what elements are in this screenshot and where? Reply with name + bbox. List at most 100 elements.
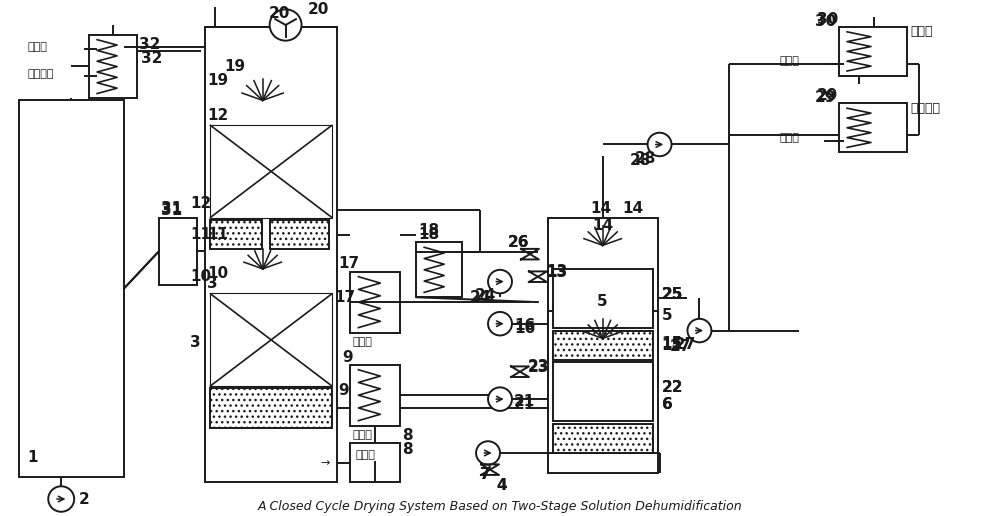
Text: 22: 22 bbox=[662, 380, 683, 395]
Text: 3: 3 bbox=[207, 276, 217, 291]
Text: 23: 23 bbox=[528, 360, 549, 375]
Text: 15: 15 bbox=[662, 336, 683, 351]
Text: 28: 28 bbox=[630, 153, 651, 168]
Text: 18: 18 bbox=[418, 227, 439, 242]
Bar bbox=[553, 269, 653, 328]
Text: 29: 29 bbox=[815, 90, 836, 105]
Bar bbox=[19, 101, 124, 477]
Text: 21: 21 bbox=[514, 396, 535, 412]
Bar bbox=[548, 311, 658, 473]
Circle shape bbox=[270, 9, 302, 41]
Bar bbox=[89, 35, 137, 99]
Text: 12: 12 bbox=[207, 107, 228, 123]
Text: 14: 14 bbox=[623, 201, 644, 216]
Circle shape bbox=[488, 388, 512, 411]
Text: 5: 5 bbox=[597, 294, 607, 309]
Bar bbox=[839, 27, 907, 76]
Bar bbox=[350, 365, 400, 426]
Text: 冷却水: 冷却水 bbox=[352, 430, 372, 440]
Text: A Closed Cycle Drying System Based on Two-Stage Solution Dehumidification: A Closed Cycle Drying System Based on Tw… bbox=[258, 501, 742, 513]
Text: 26: 26 bbox=[508, 235, 529, 250]
Bar bbox=[210, 125, 332, 218]
Bar bbox=[350, 443, 400, 482]
Bar bbox=[839, 103, 907, 152]
Text: 11: 11 bbox=[190, 227, 211, 242]
Text: 14: 14 bbox=[593, 218, 614, 233]
Text: 16: 16 bbox=[514, 318, 535, 333]
Text: 31: 31 bbox=[161, 201, 182, 216]
Text: 24: 24 bbox=[470, 290, 491, 305]
Bar bbox=[210, 293, 332, 386]
Bar bbox=[210, 389, 332, 428]
Text: 17: 17 bbox=[334, 290, 356, 305]
Text: 1: 1 bbox=[27, 450, 38, 465]
Text: 12: 12 bbox=[190, 196, 211, 211]
Text: 5: 5 bbox=[662, 309, 672, 324]
Text: 22: 22 bbox=[662, 380, 683, 395]
Text: 2: 2 bbox=[79, 492, 90, 507]
Text: 25: 25 bbox=[662, 287, 683, 302]
Text: 18: 18 bbox=[418, 223, 439, 238]
Circle shape bbox=[476, 441, 500, 465]
Text: 25: 25 bbox=[662, 287, 683, 302]
Text: 生活热水: 生活热水 bbox=[911, 102, 941, 115]
Text: 冷凝水: 冷凝水 bbox=[27, 41, 47, 52]
Text: 13: 13 bbox=[546, 264, 567, 279]
Text: 9: 9 bbox=[342, 349, 353, 364]
Text: 23: 23 bbox=[528, 359, 549, 374]
Text: 32: 32 bbox=[141, 51, 162, 66]
Text: 饱和蒸汽: 饱和蒸汽 bbox=[27, 69, 54, 79]
Text: 7: 7 bbox=[480, 467, 491, 482]
Text: 10: 10 bbox=[207, 266, 228, 281]
Text: 29: 29 bbox=[817, 88, 838, 103]
Bar bbox=[159, 218, 197, 284]
Text: 3: 3 bbox=[190, 335, 200, 350]
Text: 7: 7 bbox=[480, 467, 491, 482]
Bar bbox=[350, 272, 400, 332]
Text: 21: 21 bbox=[514, 394, 535, 409]
Circle shape bbox=[687, 319, 711, 342]
Text: 25: 25 bbox=[662, 287, 683, 302]
Text: 4: 4 bbox=[496, 478, 507, 493]
Text: 9: 9 bbox=[338, 383, 349, 398]
Text: 冷凝水: 冷凝水 bbox=[779, 133, 799, 142]
Text: 6: 6 bbox=[662, 397, 672, 412]
Text: 20: 20 bbox=[308, 2, 329, 17]
Text: 8: 8 bbox=[402, 428, 413, 443]
Text: 17: 17 bbox=[338, 256, 360, 271]
Text: 14: 14 bbox=[591, 201, 612, 216]
Text: 24: 24 bbox=[475, 288, 496, 303]
Circle shape bbox=[488, 312, 512, 335]
Text: 27: 27 bbox=[675, 337, 696, 352]
Circle shape bbox=[488, 270, 512, 293]
Text: 15: 15 bbox=[662, 338, 683, 353]
Text: 6: 6 bbox=[662, 397, 672, 412]
Text: 冷却水: 冷却水 bbox=[352, 337, 372, 347]
Text: 19: 19 bbox=[225, 59, 246, 74]
Bar bbox=[270, 220, 329, 249]
Text: 冷却水: 冷却水 bbox=[355, 450, 375, 460]
Bar bbox=[553, 362, 653, 421]
Text: →: → bbox=[320, 458, 330, 468]
Text: 31: 31 bbox=[161, 203, 182, 218]
Bar bbox=[210, 220, 262, 249]
Text: 冷凝水: 冷凝水 bbox=[779, 56, 799, 66]
Bar bbox=[553, 424, 653, 453]
Text: 8: 8 bbox=[402, 442, 413, 457]
Text: 28: 28 bbox=[635, 151, 656, 166]
Text: 4: 4 bbox=[496, 478, 507, 493]
Bar bbox=[553, 331, 653, 360]
Text: 27: 27 bbox=[670, 338, 691, 354]
Text: 26: 26 bbox=[508, 235, 529, 250]
Text: 10: 10 bbox=[190, 269, 211, 284]
Bar bbox=[548, 218, 658, 380]
Text: 11: 11 bbox=[207, 227, 228, 242]
Circle shape bbox=[648, 133, 672, 156]
Text: 30: 30 bbox=[817, 11, 838, 27]
Circle shape bbox=[48, 486, 74, 512]
Bar bbox=[416, 243, 462, 297]
Text: 16: 16 bbox=[514, 321, 535, 336]
Text: 19: 19 bbox=[207, 73, 228, 88]
Text: 常温水: 常温水 bbox=[911, 25, 933, 38]
Text: 13: 13 bbox=[546, 265, 567, 280]
